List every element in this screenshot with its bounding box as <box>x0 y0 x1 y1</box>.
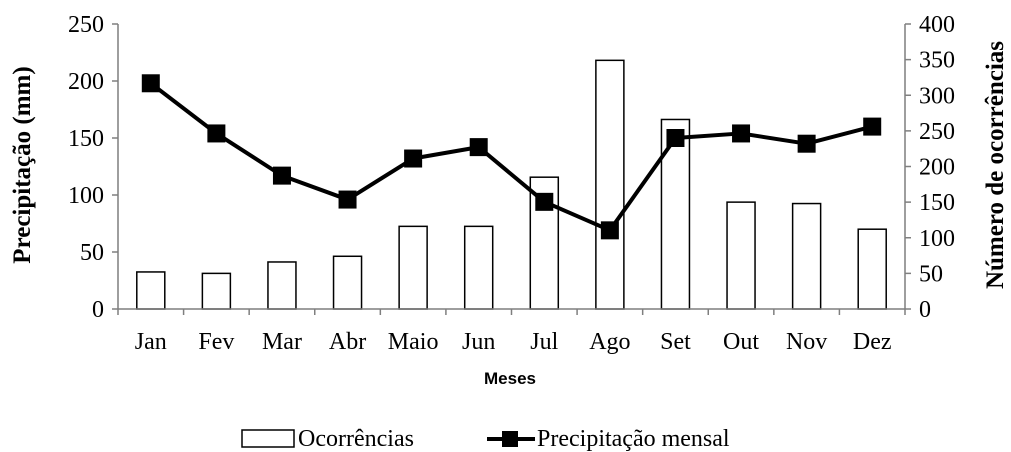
x-tick-label: Dez <box>853 329 892 355</box>
marker-set <box>666 129 685 147</box>
marker-ago <box>600 221 619 240</box>
y-right-tick-label: 0 <box>919 297 931 323</box>
x-tick-label: Set <box>660 329 691 355</box>
y-right-tick-label: 300 <box>919 83 955 109</box>
line-series-precipitacao <box>141 74 882 240</box>
marker-jun <box>469 138 488 157</box>
bar-set <box>660 118 691 310</box>
marker-mar <box>272 166 291 185</box>
marker-dez <box>863 117 882 136</box>
y-right-tick-label: 250 <box>919 119 955 145</box>
marker-abr <box>338 190 357 209</box>
bar-mar <box>267 261 297 310</box>
legend-bar-swatch <box>241 429 295 448</box>
y-left-tick-label: 250 <box>68 12 104 38</box>
legend: Ocorrências Precipitação mensal <box>241 426 730 452</box>
y-left-axis-label: Precipitação (mm) <box>9 66 36 263</box>
legend-label-precipitacao: Precipitação mensal <box>537 426 730 452</box>
y-left-tick-label: 100 <box>68 183 104 209</box>
marker-out <box>732 124 751 143</box>
tick-labels: 0 50 100 150 200 250 0 50 100 150 200 250 300 350 400 J… <box>68 12 955 355</box>
bar-series-ocorrencias <box>136 59 887 310</box>
marker-fev <box>207 124 226 143</box>
bar-maio <box>398 225 428 310</box>
y-right-tick-label: 50 <box>919 261 943 287</box>
legend-marker <box>502 431 518 447</box>
x-tick-label: Abr <box>329 329 366 355</box>
marker-nov <box>797 134 816 153</box>
bar-dez <box>857 228 887 310</box>
y-left-tick-label: 150 <box>68 126 104 152</box>
legend-label-ocorrencias: Ocorrências <box>298 426 414 452</box>
bar-abr <box>332 255 363 310</box>
x-tick-label: Nov <box>786 329 827 355</box>
y-right-tick-label: 400 <box>919 12 955 38</box>
y-right-tick-label: 150 <box>919 190 955 216</box>
y-right-axis-label: Número de ocorrências <box>982 41 1009 289</box>
y-left-tick-label: 0 <box>92 297 104 323</box>
x-tick-label: Jan <box>135 329 167 355</box>
x-tick-label: Jul <box>530 329 558 355</box>
x-tick-label: Maio <box>388 329 439 355</box>
bar-nov <box>791 202 822 310</box>
marker-maio <box>404 149 423 168</box>
x-tick-label: Mar <box>262 329 302 355</box>
precipitation-line <box>149 81 873 233</box>
x-tick-label: Ago <box>589 329 630 355</box>
y-right-tick-label: 200 <box>919 155 955 181</box>
bar-jun <box>463 225 494 310</box>
bar-fev <box>201 272 232 310</box>
x-tick-label: Fev <box>198 329 234 355</box>
x-axis-label: Meses <box>484 369 536 388</box>
bar-ago <box>595 59 625 310</box>
marker-jan <box>141 74 160 93</box>
y-left-tick-label: 50 <box>80 240 104 266</box>
axes <box>112 23 911 315</box>
bar-jan <box>136 271 166 310</box>
marker-jul <box>535 192 554 211</box>
x-tick-label: Jun <box>462 329 495 355</box>
y-right-tick-label: 350 <box>919 48 955 74</box>
y-right-tick-label: 100 <box>919 226 955 252</box>
x-tick-label: Out <box>723 329 759 355</box>
bar-out <box>726 201 756 310</box>
y-left-tick-label: 200 <box>68 69 104 95</box>
